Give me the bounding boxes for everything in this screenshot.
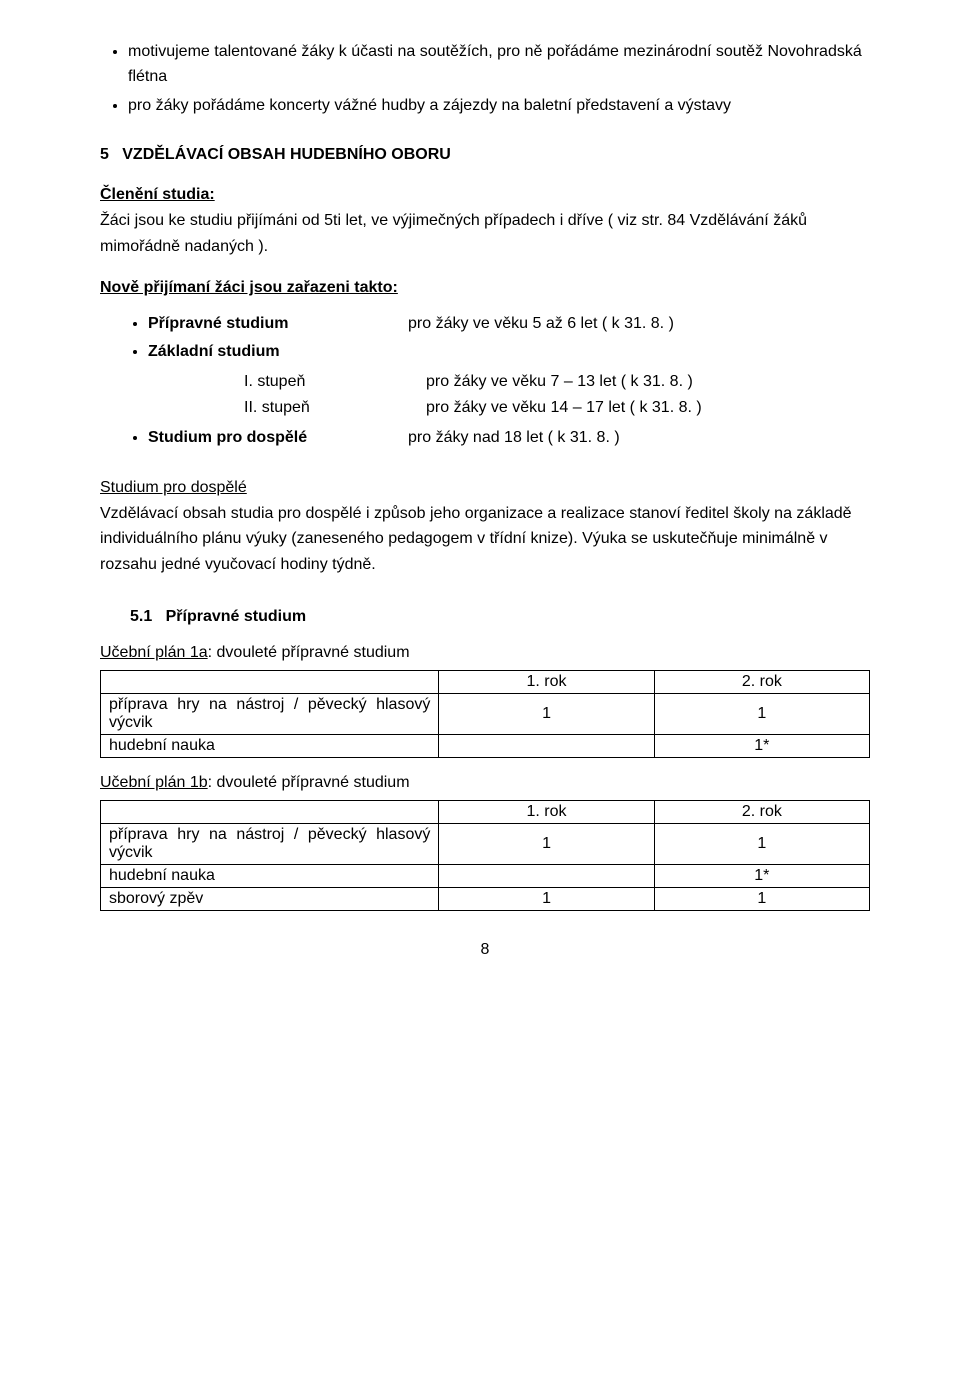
- table-cell-value: 1*: [654, 734, 869, 757]
- table-row: hudební nauka 1*: [101, 734, 870, 757]
- table-cell-label: příprava hry na nástroj / pěvecký hlasov…: [101, 823, 439, 864]
- main-heading: 5 VZDĚLÁVACÍ OBSAH HUDEBNÍHO OBORU: [100, 146, 870, 164]
- table-header: 2. rok: [654, 670, 869, 693]
- stupen2-label: II. stupeň: [148, 399, 426, 417]
- table-cell-value: [439, 734, 654, 757]
- table-row: příprava hry na nástroj / pěvecký hlasov…: [101, 693, 870, 734]
- subsection-number: 5.1: [130, 608, 152, 625]
- dospele-heading: Studium pro dospělé: [100, 479, 247, 496]
- cleneni-block: Členění studia: Žáci jsou ke studiu přij…: [100, 182, 870, 259]
- document-page: motivujeme talentované žáky k účasti na …: [0, 0, 960, 1385]
- intro-bullet: pro žáky pořádáme koncerty vážné hudby a…: [128, 94, 870, 119]
- stupen-row: I. stupeň pro žáky ve věku 7 – 13 let ( …: [148, 373, 870, 391]
- table-cell-value: 1: [439, 693, 654, 734]
- cleneni-label: Členění studia:: [100, 186, 215, 203]
- stupen1-desc: pro žáky ve věku 7 – 13 let ( k 31. 8. ): [426, 373, 693, 391]
- plan-1a-prefix: Učební plán 1a: [100, 644, 208, 661]
- studium-item-zakladni: Základní studium I. stupeň pro žáky ve v…: [148, 343, 870, 417]
- table-cell-value: 1: [654, 823, 869, 864]
- page-number: 8: [100, 941, 870, 959]
- intro-bullet: motivujeme talentované žáky k účasti na …: [128, 40, 870, 90]
- dospele-section: Studium pro dospělé Vzdělávací obsah stu…: [100, 475, 870, 577]
- studium-list: Přípravné studium pro žáky ve věku 5 až …: [100, 315, 870, 447]
- stupen2-desc: pro žáky ve věku 14 – 17 let ( k 31. 8. …: [426, 399, 702, 417]
- table-row: příprava hry na nástroj / pěvecký hlasov…: [101, 823, 870, 864]
- table-header: 2. rok: [654, 800, 869, 823]
- stupen-row: II. stupeň pro žáky ve věku 14 – 17 let …: [148, 399, 870, 417]
- pripravne-label: Přípravné studium: [148, 315, 408, 333]
- dospele-text: Vzdělávací obsah studia pro dospělé i zp…: [100, 505, 852, 573]
- plan-1b-label: Učební plán 1b: dvouleté přípravné studi…: [100, 774, 870, 792]
- table-header: 1. rok: [439, 800, 654, 823]
- table-cell-label: hudební nauka: [101, 734, 439, 757]
- table-row: sborový zpěv 1 1: [101, 887, 870, 910]
- pripravne-desc: pro žáky ve věku 5 až 6 let ( k 31. 8. ): [408, 315, 674, 333]
- table-header-row: 1. rok 2. rok: [101, 670, 870, 693]
- stupen1-label: I. stupeň: [148, 373, 426, 391]
- table-cell-empty: [101, 800, 439, 823]
- plan-1a-label: Učební plán 1a: dvouleté přípravné studi…: [100, 644, 870, 662]
- cleneni-text: Žáci jsou ke studiu přijímáni od 5ti let…: [100, 212, 807, 255]
- dospele-desc: pro žáky nad 18 let ( k 31. 8. ): [408, 429, 620, 447]
- table-header-row: 1. rok 2. rok: [101, 800, 870, 823]
- table-cell-value: 1: [654, 887, 869, 910]
- subsection-text: Přípravné studium: [166, 608, 306, 625]
- studium-item-pripravne: Přípravné studium pro žáky ve věku 5 až …: [148, 315, 870, 333]
- table-cell-value: 1: [654, 693, 869, 734]
- intro-bullet-list: motivujeme talentované žáky k účasti na …: [100, 40, 870, 118]
- table-cell-value: 1: [439, 887, 654, 910]
- dospele-label: Studium pro dospělé: [148, 429, 408, 447]
- nove-heading: Nově přijímaní žáci jsou zařazeni takto:: [100, 279, 870, 297]
- table-cell-value: [439, 864, 654, 887]
- plan-1b-table: 1. rok 2. rok příprava hry na nástroj / …: [100, 800, 870, 911]
- table-cell-label: sborový zpěv: [101, 887, 439, 910]
- zakladni-label: Základní studium: [148, 343, 280, 360]
- table-row: hudební nauka 1*: [101, 864, 870, 887]
- table-header: 1. rok: [439, 670, 654, 693]
- plan-1a-suffix: : dvouleté přípravné studium: [208, 644, 410, 661]
- table-cell-value: 1: [439, 823, 654, 864]
- plan-1b-suffix: : dvouleté přípravné studium: [208, 774, 410, 791]
- table-cell-label: hudební nauka: [101, 864, 439, 887]
- table-cell-label: příprava hry na nástroj / pěvecký hlasov…: [101, 693, 439, 734]
- heading-number: 5: [100, 146, 109, 163]
- table-cell-empty: [101, 670, 439, 693]
- plan-1b-prefix: Učební plán 1b: [100, 774, 208, 791]
- studium-item-dospele: Studium pro dospělé pro žáky nad 18 let …: [148, 429, 870, 447]
- dospele-para: Studium pro dospělé Vzdělávací obsah stu…: [100, 475, 870, 577]
- heading-text: VZDĚLÁVACÍ OBSAH HUDEBNÍHO OBORU: [122, 146, 451, 163]
- table-cell-value: 1*: [654, 864, 869, 887]
- subsection-heading: 5.1 Přípravné studium: [130, 608, 870, 626]
- plan-1a-table: 1. rok 2. rok příprava hry na nástroj / …: [100, 670, 870, 758]
